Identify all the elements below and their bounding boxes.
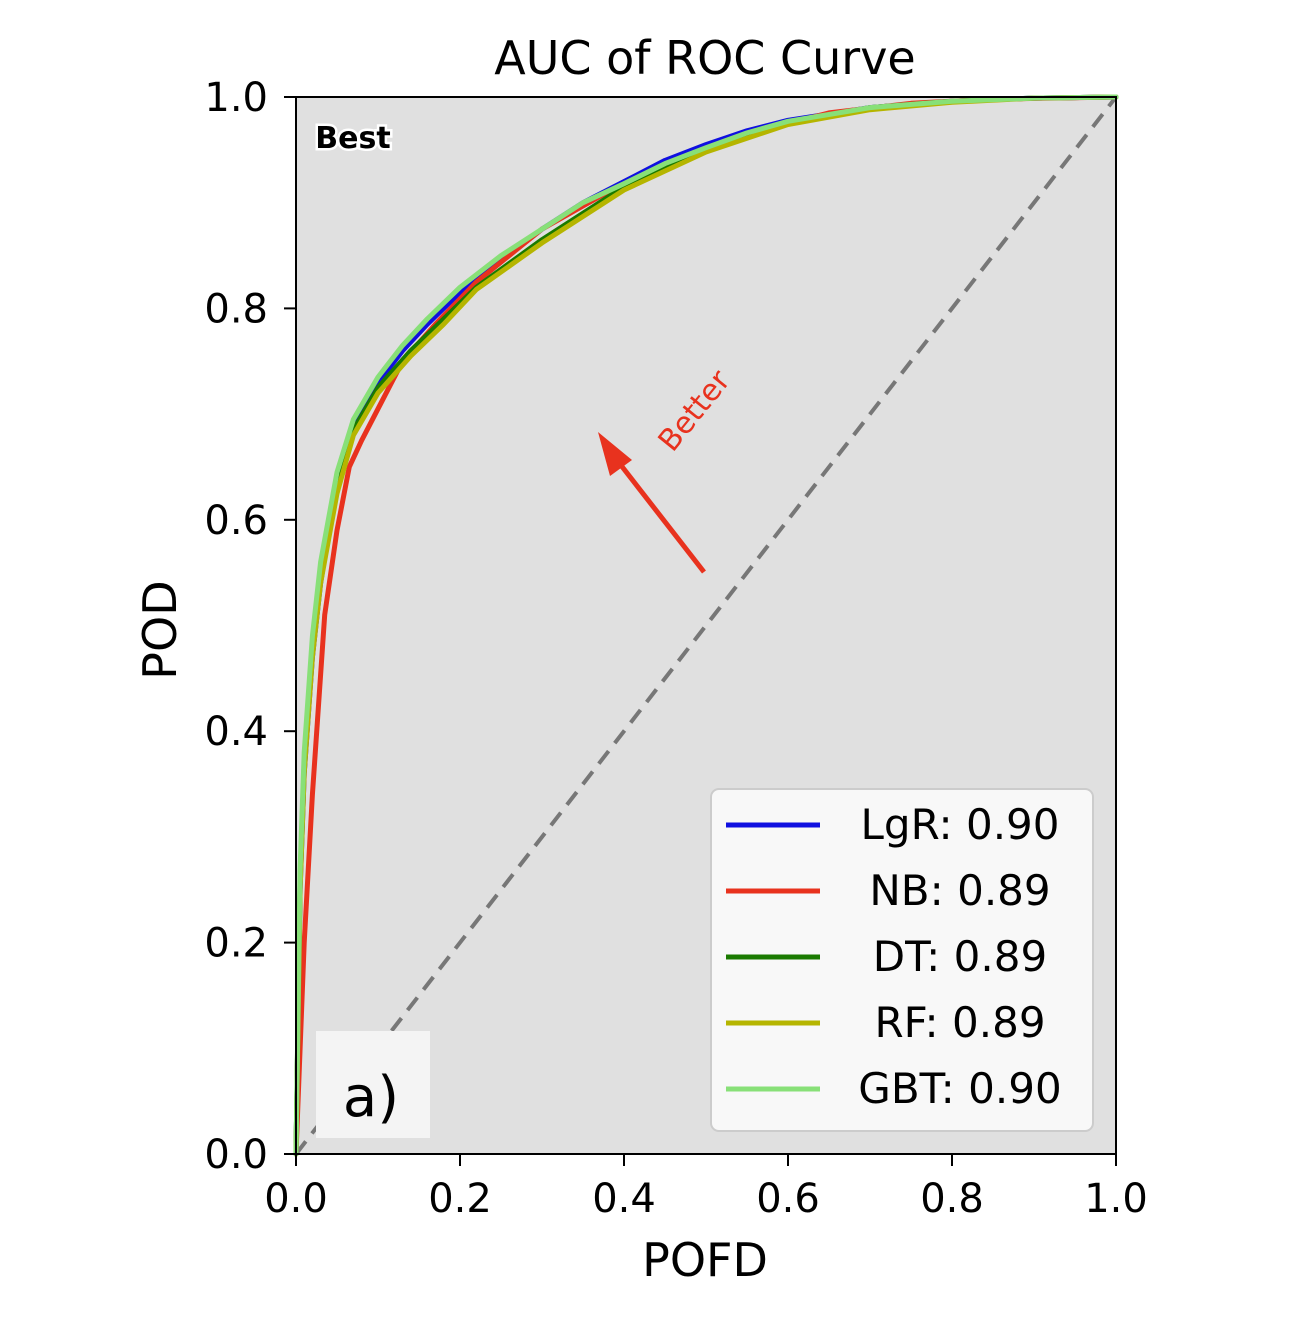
y-tick-label-0: 0.0 — [204, 1132, 268, 1178]
best-annotation: Best — [315, 121, 390, 156]
legend-label-3: RF: 0.89 — [874, 998, 1045, 1047]
legend-box — [710, 788, 1094, 1132]
plot-frame — [295, 96, 1117, 1155]
arrow-head — [598, 432, 632, 476]
chart-title: AUC of ROC Curve — [494, 31, 915, 85]
y-tick-label-2: 0.4 — [204, 709, 268, 755]
y-tick-label-3: 0.6 — [204, 498, 268, 544]
legend-label-2: DT: 0.89 — [873, 932, 1047, 981]
panel-label-text: a) — [343, 1065, 399, 1130]
x-tick-label-1: 0.2 — [428, 1176, 492, 1222]
legend-label-0: LgR: 0.90 — [861, 800, 1060, 849]
series-line-4 — [293, 94, 1119, 1157]
series-lines — [293, 94, 1119, 1157]
better-arrow — [598, 432, 706, 574]
legend-label-1: NB: 0.89 — [869, 866, 1050, 915]
diagonal-reference-line — [294, 95, 1118, 1156]
y-tick-label-1: 0.2 — [204, 921, 268, 967]
panel-label: a) — [316, 1031, 430, 1138]
y-tick-label-4: 0.8 — [204, 286, 268, 332]
x-tick-label-5: 1.0 — [1084, 1176, 1148, 1222]
x-tick-label-4: 0.8 — [920, 1176, 984, 1222]
x-axis-label: POFD — [642, 1233, 768, 1287]
arrow-shaft — [618, 462, 706, 574]
legend: LgR: 0.90 NB: 0.89 DT: 0.89 RF: 0.89 GBT: 0.… — [710, 788, 1094, 1132]
x-tick-label-0: 0.0 — [264, 1176, 328, 1222]
y-tick-label-5: 1.0 — [204, 75, 268, 121]
y-axis-label: POD — [133, 580, 187, 679]
x-tick-label-2: 0.4 — [592, 1176, 656, 1222]
legend-label-4: GBT: 0.90 — [858, 1064, 1061, 1113]
x-axis: 0.0 0.2 0.4 0.6 0.8 1.0 — [264, 1154, 1148, 1222]
x-tick-label-3: 0.6 — [756, 1176, 820, 1222]
panel-label-box — [316, 1031, 430, 1138]
y-axis: 0.0 0.2 0.4 0.6 0.8 1.0 — [204, 75, 296, 1178]
